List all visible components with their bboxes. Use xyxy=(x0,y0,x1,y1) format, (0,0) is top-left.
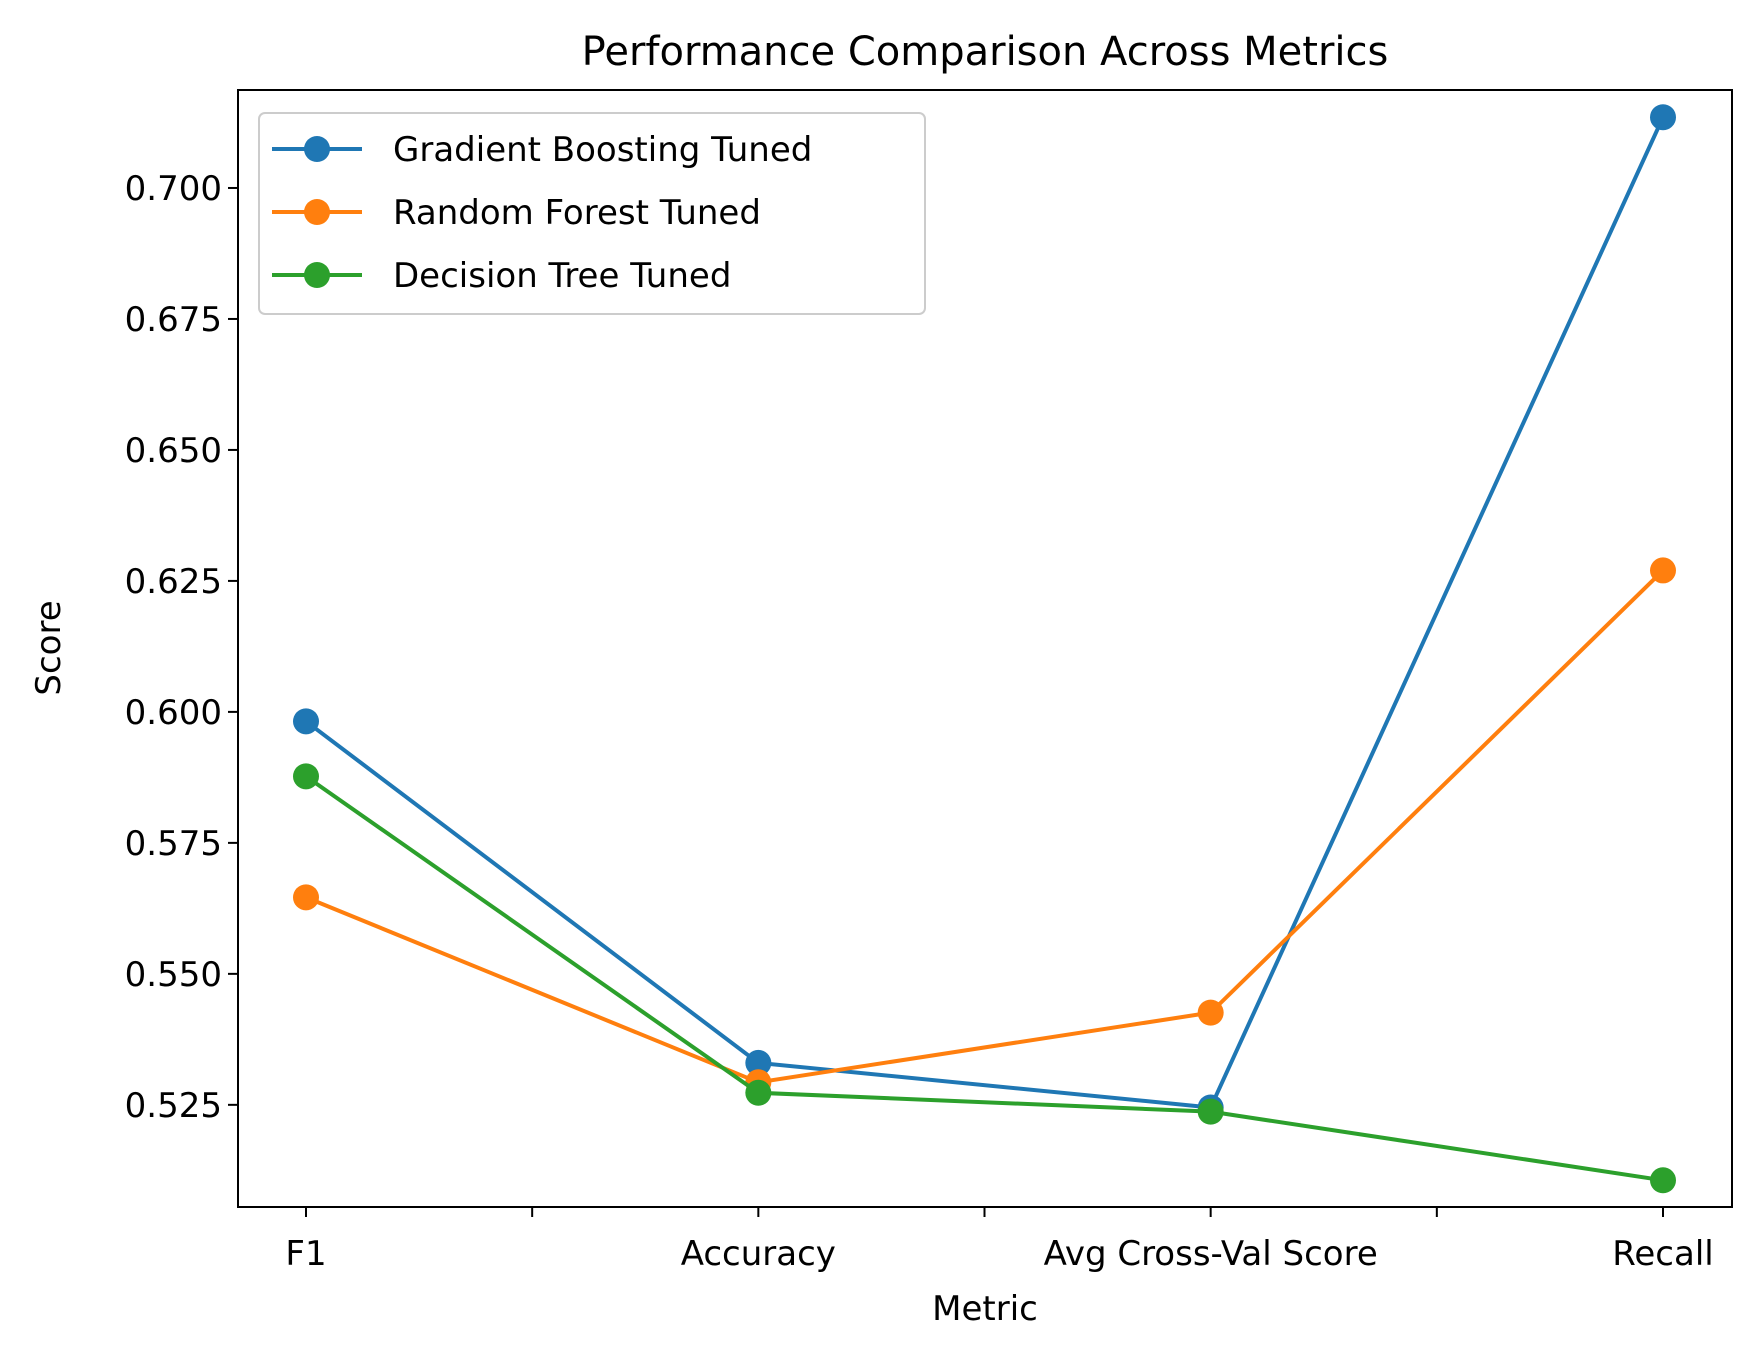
y-axis-label: Score xyxy=(29,600,69,695)
y-tick-label: 0.650 xyxy=(125,431,222,471)
series-2 xyxy=(293,763,1676,1194)
chart-title: Performance Comparison Across Metrics xyxy=(582,29,1389,75)
legend-label: Decision Tree Tuned xyxy=(393,256,731,296)
legend-item: Random Forest Tuned xyxy=(272,193,761,233)
y-tick-label: 0.525 xyxy=(125,1086,222,1126)
y-tick-label: 0.700 xyxy=(125,169,222,209)
series-layer xyxy=(293,104,1676,1194)
x-axis: F1 Accuracy Avg Cross-Val Score Recall xyxy=(285,1207,1714,1274)
y-tick-label: 0.625 xyxy=(125,562,222,602)
series-line xyxy=(304,116,1665,1110)
x-axis-label: Metric xyxy=(932,1289,1038,1329)
y-tick-label: 0.550 xyxy=(125,955,222,995)
legend-box xyxy=(258,112,926,315)
data-point xyxy=(293,708,319,735)
data-point xyxy=(1650,1167,1676,1194)
legend-marker xyxy=(304,199,330,225)
plot-frame xyxy=(237,89,1733,1208)
data-point xyxy=(1650,557,1676,584)
series-line xyxy=(305,569,1665,1085)
data-point xyxy=(745,1079,772,1106)
legend-item: Gradient Boosting Tuned xyxy=(272,130,812,170)
y-tick-label: 0.675 xyxy=(125,300,222,340)
legend-label: Gradient Boosting Tuned xyxy=(393,130,812,170)
y-tick-label: 0.600 xyxy=(125,693,222,733)
legend-item: Decision Tree Tuned xyxy=(272,256,731,296)
data-point xyxy=(1197,999,1224,1026)
data-point xyxy=(745,1049,772,1076)
y-axis: 0.525 0.550 0.575 0.600 0.625 0.650 0.675 0.700 xyxy=(125,169,238,1126)
data-point xyxy=(1197,1098,1224,1125)
x-tick-label: Avg Cross-Val Score xyxy=(1044,1234,1378,1274)
x-tick-label: Accuracy xyxy=(681,1234,836,1274)
series-line xyxy=(304,774,1664,1183)
legend-marker xyxy=(304,136,330,162)
data-point xyxy=(1650,104,1676,131)
legend-label: Random Forest Tuned xyxy=(393,193,761,233)
data-point xyxy=(293,884,319,911)
x-tick-label: Recall xyxy=(1612,1234,1713,1274)
legend-marker xyxy=(304,262,330,288)
x-tick-label: F1 xyxy=(285,1234,326,1274)
legend: Gradient Boosting Tuned Random Forest Tun… xyxy=(258,112,926,315)
data-point xyxy=(293,763,319,790)
y-tick-label: 0.575 xyxy=(125,824,222,864)
